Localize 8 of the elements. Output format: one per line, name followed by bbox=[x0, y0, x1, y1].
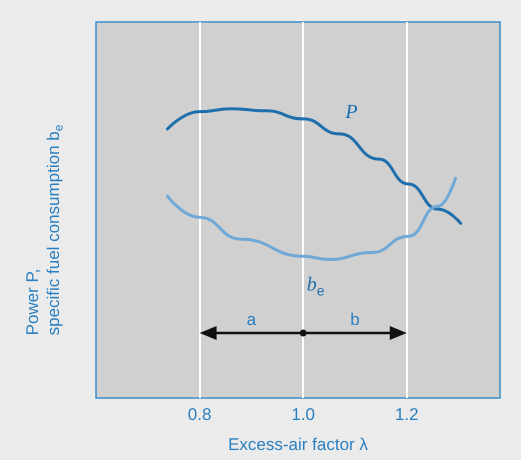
y-axis-title: Power P, specific fuel consumption be bbox=[23, 124, 66, 336]
x-axis-title: Excess-air factor λ bbox=[228, 435, 368, 454]
x-tick-label: 1.0 bbox=[291, 405, 315, 424]
annotation: b bbox=[350, 310, 360, 329]
series-label: P bbox=[344, 100, 358, 123]
x-tick-label: 1.2 bbox=[394, 405, 419, 424]
x-tick-label: 0.8 bbox=[188, 405, 212, 424]
annotation: a bbox=[246, 310, 257, 329]
